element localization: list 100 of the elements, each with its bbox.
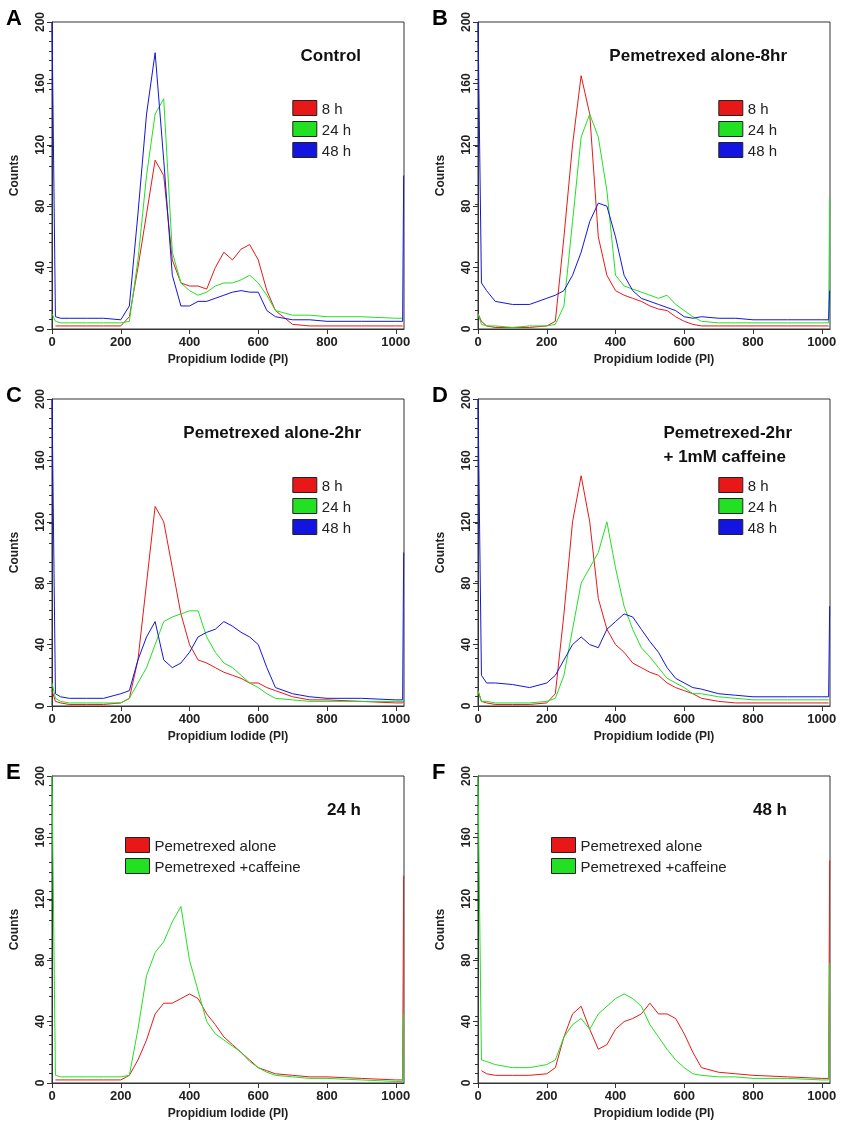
legend-label: 48 h xyxy=(747,518,778,536)
y-tick-label: 200 xyxy=(33,11,47,33)
legend-label: 8 h xyxy=(747,476,769,494)
text: Pemetrexed alone-2hr xyxy=(183,422,362,442)
y-tick-label: 0 xyxy=(33,325,47,333)
x-tick-label: 400 xyxy=(178,1088,201,1103)
x-tick-label: 600 xyxy=(247,334,270,349)
text: Pemetrexed-2hr + 1mM caffeine xyxy=(663,422,793,466)
line-series xyxy=(51,98,404,324)
x-tick-label: 600 xyxy=(673,334,696,349)
legend-label: 48 h xyxy=(321,141,352,159)
y-axis-title: Counts xyxy=(7,908,21,951)
y-axis-title: Counts xyxy=(433,154,447,197)
y-tick-label: 120 xyxy=(33,888,47,909)
x-tick-label: 800 xyxy=(742,711,764,726)
legend-label: Pemetrexed +caffeine xyxy=(154,857,301,875)
text: Pemetrexed alone-8hr xyxy=(609,45,788,65)
text: B xyxy=(432,4,448,30)
text: 48 h xyxy=(752,799,788,819)
y-tick-label: 40 xyxy=(459,637,473,652)
x-tick-label: 800 xyxy=(316,711,338,726)
y-tick-label: 200 xyxy=(33,388,47,410)
text: D xyxy=(432,381,448,407)
x-tick-label: 1000 xyxy=(807,1088,837,1103)
x-tick-label: 1000 xyxy=(807,334,837,349)
x-axis-title: Propidium Iodide (PI) xyxy=(593,729,715,743)
line-series xyxy=(477,21,831,321)
x-tick-label: 800 xyxy=(742,334,764,349)
y-tick-label: 120 xyxy=(459,134,473,155)
x-axis-title: Propidium Iodide (PI) xyxy=(167,352,289,366)
legend-label: 24 h xyxy=(321,120,352,138)
y-tick-label: 120 xyxy=(459,511,473,532)
legend-label: 24 h xyxy=(747,120,778,138)
x-axis-title: Propidium Iodide (PI) xyxy=(593,1106,715,1120)
y-tick-label: 80 xyxy=(33,953,47,967)
y-axis-title: Counts xyxy=(433,908,447,951)
x-tick-label: 200 xyxy=(109,334,132,349)
y-tick-label: 0 xyxy=(459,702,473,710)
x-tick-label: 600 xyxy=(247,1088,270,1103)
x-tick-label: 1000 xyxy=(807,711,837,726)
x-axis-title: Propidium Iodide (PI) xyxy=(167,729,289,743)
line-series xyxy=(480,859,831,1079)
legend-label: 24 h xyxy=(321,497,352,515)
y-tick-label: 80 xyxy=(459,199,473,213)
y-tick-label: 160 xyxy=(459,450,473,471)
y-tick-label: 40 xyxy=(33,1014,47,1029)
y-tick-label: 0 xyxy=(33,1079,47,1087)
legend-label: Pemetrexed alone xyxy=(154,836,277,854)
text: Control xyxy=(300,45,362,65)
x-tick-label: 400 xyxy=(604,1088,627,1103)
x-tick-label: 1000 xyxy=(381,711,411,726)
y-tick-label: 0 xyxy=(459,1079,473,1087)
legend-label: 48 h xyxy=(747,141,778,159)
y-tick-label: 0 xyxy=(459,325,473,333)
legend-label: 24 h xyxy=(747,497,778,515)
y-tick-label: 200 xyxy=(459,765,473,787)
x-tick-label: 600 xyxy=(673,711,696,726)
legend-label: 8 h xyxy=(321,99,343,117)
y-tick-label: 160 xyxy=(459,827,473,848)
x-tick-label: 400 xyxy=(604,711,627,726)
x-tick-label: 600 xyxy=(673,1088,696,1103)
x-tick-label: 1000 xyxy=(381,1088,411,1103)
y-tick-label: 80 xyxy=(33,199,47,213)
legend-label: 8 h xyxy=(321,476,343,494)
y-tick-label: 0 xyxy=(33,702,47,710)
y-tick-label: 160 xyxy=(33,73,47,94)
x-tick-label: 200 xyxy=(109,711,132,726)
y-axis-title: Counts xyxy=(433,531,447,574)
y-tick-label: 80 xyxy=(459,953,473,967)
x-tick-label: 200 xyxy=(535,334,558,349)
y-tick-label: 120 xyxy=(459,888,473,909)
x-tick-label: 400 xyxy=(604,334,627,349)
legend-label: 48 h xyxy=(321,518,352,536)
text: E xyxy=(6,758,21,784)
text: F xyxy=(432,758,446,784)
text: 24 h xyxy=(326,799,362,819)
text: C xyxy=(6,381,22,407)
x-tick-label: 200 xyxy=(535,711,558,726)
x-tick-label: 200 xyxy=(109,1088,132,1103)
y-tick-label: 160 xyxy=(459,73,473,94)
y-axis-title: Counts xyxy=(7,531,21,574)
x-tick-label: 400 xyxy=(178,711,201,726)
x-tick-label: 1000 xyxy=(381,334,411,349)
x-tick-label: 800 xyxy=(742,1088,764,1103)
x-axis-title: Propidium Iodide (PI) xyxy=(167,1106,289,1120)
x-tick-label: 800 xyxy=(316,334,338,349)
x-tick-label: 800 xyxy=(316,1088,338,1103)
x-tick-label: 200 xyxy=(535,1088,558,1103)
y-tick-label: 160 xyxy=(33,827,47,848)
text: A xyxy=(6,4,22,30)
y-tick-label: 200 xyxy=(459,11,473,33)
x-tick-label: 400 xyxy=(178,334,201,349)
legend-label: Pemetrexed alone xyxy=(580,836,703,854)
legend-label: 8 h xyxy=(747,99,769,117)
y-tick-label: 160 xyxy=(33,450,47,471)
y-tick-label: 40 xyxy=(33,637,47,652)
y-tick-label: 120 xyxy=(33,511,47,532)
y-axis-title: Counts xyxy=(7,154,21,197)
x-tick-label: 600 xyxy=(247,711,270,726)
line-series xyxy=(51,21,405,322)
